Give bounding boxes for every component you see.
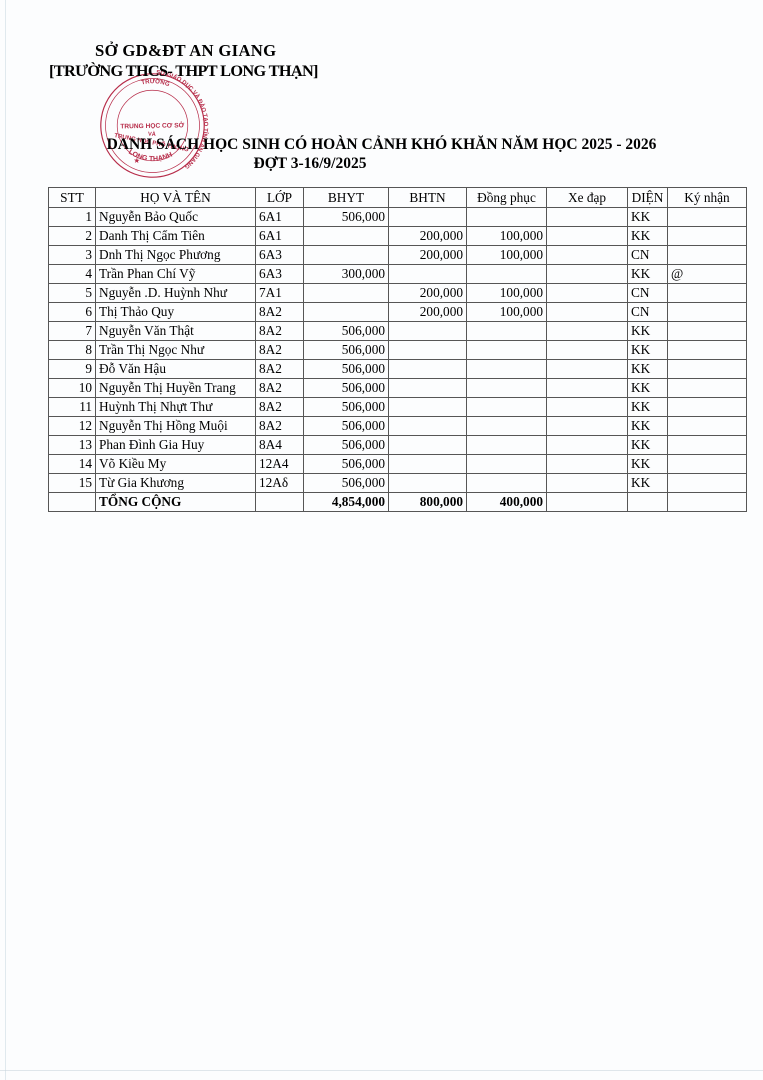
svg-text:TRUNG HỌC CƠ SỞ: TRUNG HỌC CƠ SỞ — [120, 120, 184, 130]
